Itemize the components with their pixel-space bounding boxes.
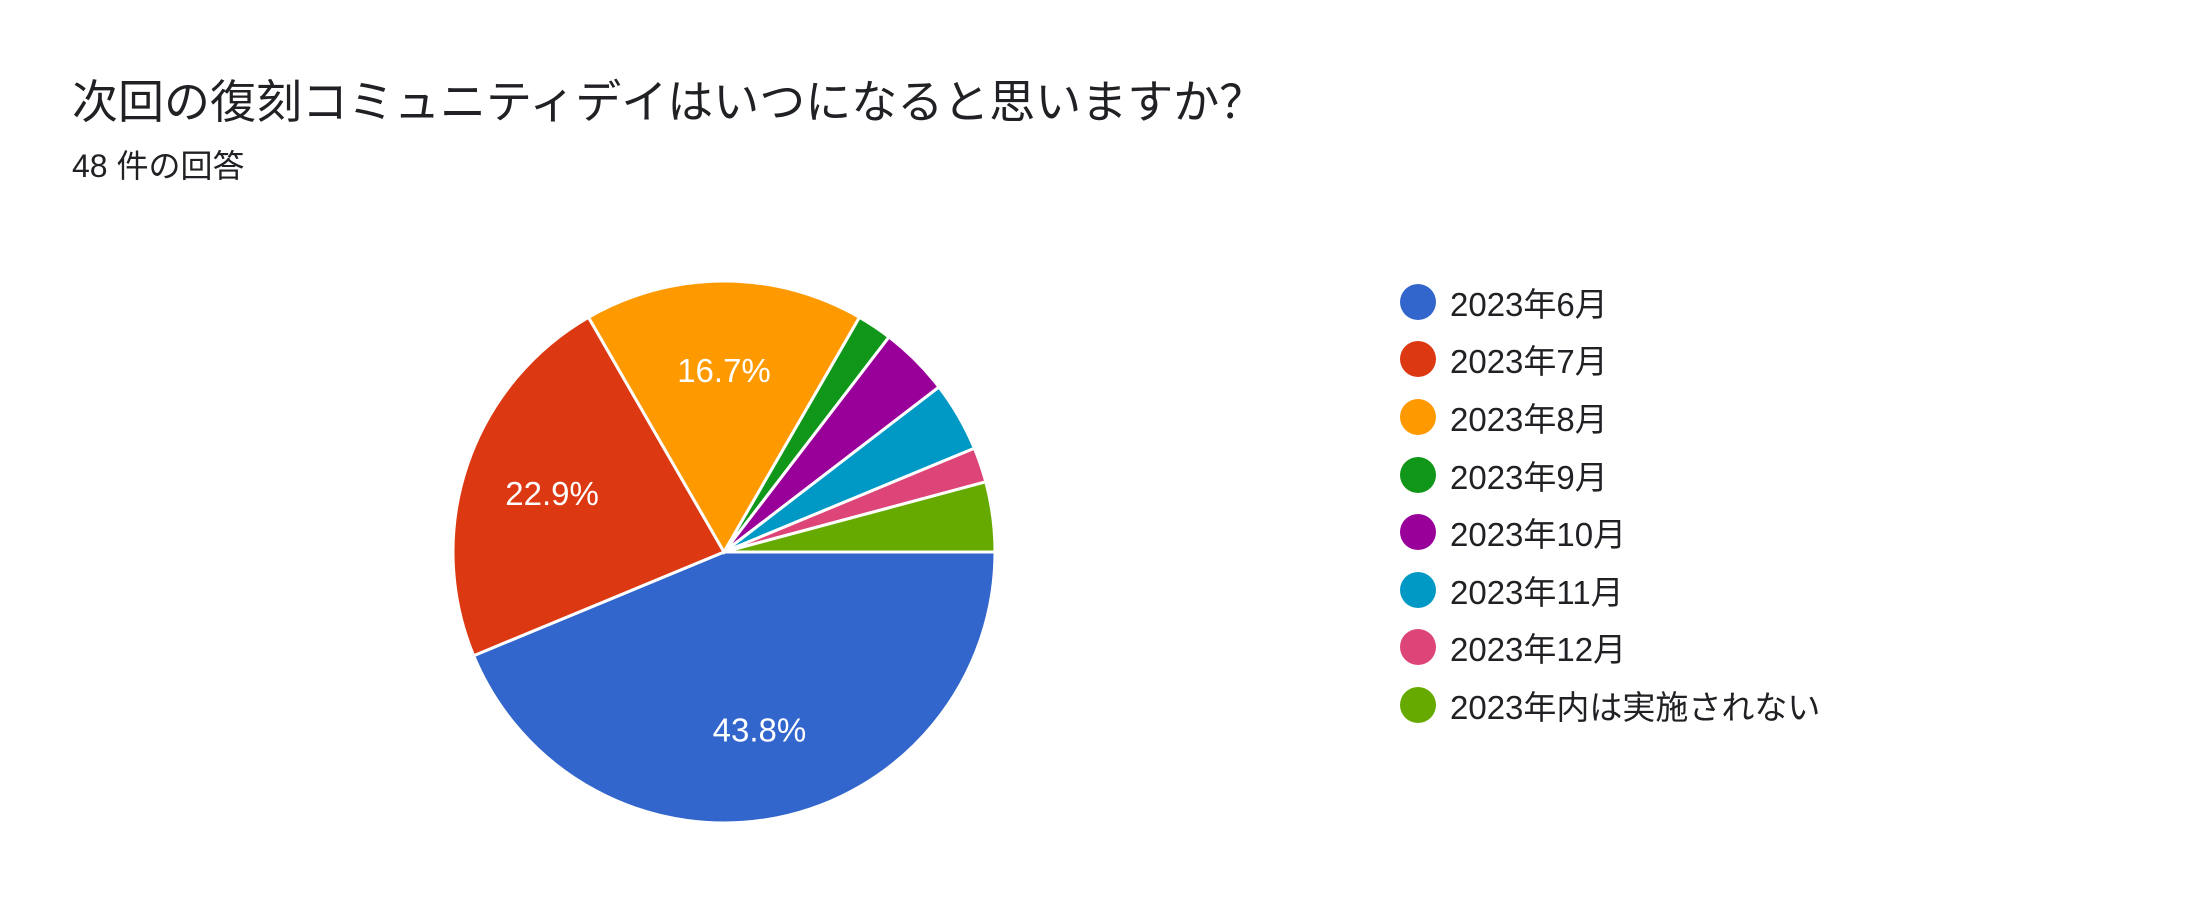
legend-item-8[interactable]: 2023年内は実施されない bbox=[1400, 676, 1820, 734]
legend-item-4[interactable]: 2023年9月 bbox=[1400, 446, 1820, 504]
legend-label: 2023年内は実施されない bbox=[1450, 688, 1821, 726]
legend-label: 2023年9月 bbox=[1450, 458, 1608, 496]
pie-slice-label-1: 43.8% bbox=[713, 712, 807, 749]
legend-label: 2023年8月 bbox=[1450, 400, 1608, 438]
chart-legend: 2023年6月 2023年7月 2023年8月 2023年9月 2023年10月 2023… bbox=[1400, 273, 1820, 734]
legend-label: 2023年10月 bbox=[1450, 516, 1627, 554]
legend-item-3[interactable]: 2023年8月 bbox=[1400, 388, 1820, 446]
legend-label: 2023年6月 bbox=[1450, 285, 1608, 323]
chart-title: 次回の復刻コミュニティデイはいつになると思いますか？ bbox=[72, 76, 1266, 128]
legend-item-2[interactable]: 2023年7月 bbox=[1400, 331, 1820, 389]
pie-slice-label-3: 16.7% bbox=[677, 352, 771, 389]
legend-swatch-icon bbox=[1400, 398, 1436, 435]
legend-swatch-icon bbox=[1400, 456, 1436, 493]
legend-item-6[interactable]: 2023年11月 bbox=[1400, 561, 1820, 619]
legend-swatch-icon bbox=[1400, 571, 1436, 608]
legend-swatch-icon bbox=[1400, 514, 1436, 551]
pie-slice-2 bbox=[451, 315, 727, 658]
legend-label: 2023年12月 bbox=[1450, 631, 1627, 669]
pie-chart: 43.8% 22.9% 16.7% bbox=[451, 279, 997, 825]
response-count: 48 件の回答 bbox=[72, 148, 245, 184]
legend-label: 2023年11月 bbox=[1450, 573, 1624, 611]
pie-slice-1 bbox=[471, 550, 997, 825]
legend-item-5[interactable]: 2023年10月 bbox=[1400, 503, 1820, 561]
legend-label: 2023年7月 bbox=[1450, 343, 1608, 381]
pie-slice-label-2: 22.9% bbox=[505, 475, 599, 512]
legend-swatch-icon bbox=[1400, 341, 1436, 378]
legend-item-7[interactable]: 2023年12月 bbox=[1400, 619, 1820, 677]
pie-slice-3 bbox=[586, 279, 862, 556]
legend-item-1[interactable]: 2023年6月 bbox=[1400, 273, 1820, 331]
legend-swatch-icon bbox=[1400, 686, 1436, 723]
pie-slice-8 bbox=[723, 480, 997, 554]
legend-swatch-icon bbox=[1400, 283, 1436, 320]
legend-swatch-icon bbox=[1400, 629, 1436, 666]
